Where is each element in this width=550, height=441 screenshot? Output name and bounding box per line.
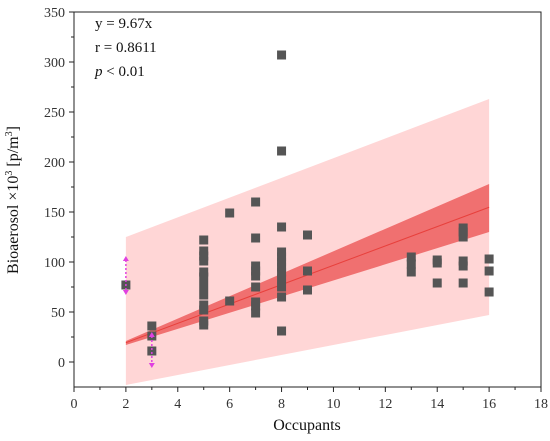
y-axis-title-close: ] — [5, 126, 22, 131]
data-point — [484, 287, 494, 297]
data-point — [277, 146, 287, 156]
data-point — [251, 282, 261, 292]
data-point — [251, 197, 261, 207]
y-tick-label: 50 — [51, 306, 65, 321]
data-point — [432, 278, 442, 288]
x-tick-label: 2 — [122, 397, 129, 412]
x-tick-label: 6 — [226, 397, 233, 412]
y-axis-title: Bioaerosol ×103 [p/m3] — [4, 126, 22, 274]
x-tick-label: 14 — [430, 397, 444, 412]
data-point — [406, 259, 416, 269]
y-tick-label: 200 — [44, 156, 65, 171]
data-point — [277, 292, 287, 302]
data-point — [225, 296, 235, 306]
data-point — [199, 251, 209, 261]
data-point — [432, 258, 442, 268]
data-point — [484, 254, 494, 264]
data-point — [251, 261, 261, 271]
x-tick-label: 4 — [174, 397, 181, 412]
data-point — [458, 278, 468, 288]
data-point — [225, 208, 235, 218]
data-points — [121, 50, 494, 356]
data-point — [277, 282, 287, 292]
data-point — [251, 301, 261, 311]
data-point — [277, 247, 287, 257]
x-tick-label: 0 — [71, 397, 78, 412]
data-point — [199, 305, 209, 315]
correlation-label: r = 0.8611 — [95, 40, 157, 56]
y-tick-label: 300 — [44, 56, 65, 71]
data-point — [199, 267, 209, 277]
data-point — [277, 257, 287, 267]
y-tick-label: 250 — [44, 106, 65, 121]
data-point — [277, 326, 287, 336]
data-point — [277, 252, 287, 262]
y-tick-label: 0 — [58, 356, 65, 371]
y-tick-label: 350 — [44, 6, 65, 21]
data-point — [251, 308, 261, 318]
x-tick-label: 12 — [378, 397, 392, 412]
p-rest: < 0.01 — [103, 64, 145, 80]
x-tick-label: 10 — [326, 397, 340, 412]
data-point — [251, 271, 261, 281]
data-point — [199, 272, 209, 282]
data-point — [199, 300, 209, 310]
data-point — [406, 252, 416, 262]
data-point — [458, 261, 468, 271]
y-tick-label: 100 — [44, 256, 65, 271]
data-point — [199, 290, 209, 300]
p-value-label: p < 0.01 — [94, 64, 145, 80]
data-point — [199, 235, 209, 245]
data-point — [303, 285, 312, 295]
p-symbol: p — [94, 64, 103, 80]
data-point — [277, 267, 287, 277]
data-point — [199, 256, 209, 266]
highlight-arrow — [122, 256, 129, 295]
x-tick-label: 8 — [278, 397, 285, 412]
data-point — [199, 246, 209, 256]
confidence-band — [125, 184, 490, 345]
y-axis-title-main: Bioaerosol ×10 — [5, 176, 22, 274]
y-axis: 0 50 100 150 200 250 300 350 — [44, 6, 74, 371]
data-point — [303, 230, 312, 240]
equation-label: y = 9.67x — [95, 16, 153, 32]
data-point — [199, 320, 209, 330]
data-point — [251, 266, 261, 276]
data-point — [277, 262, 287, 272]
data-point — [251, 233, 261, 243]
x-axis-title: Occupants — [273, 417, 341, 434]
y-axis-title-unit-sup: 3 — [4, 131, 15, 136]
x-tick-label: 16 — [482, 397, 496, 412]
data-point — [303, 266, 312, 276]
data-point — [277, 50, 287, 60]
data-point — [277, 274, 287, 284]
data-point — [458, 232, 468, 242]
data-point — [199, 281, 209, 291]
highlight-arrow — [148, 332, 155, 368]
highlight-arrows — [122, 256, 155, 368]
data-point — [406, 267, 416, 277]
y-axis-title-unit: [p/m — [5, 136, 22, 171]
y-axis-title-sup: 3 — [4, 171, 15, 176]
data-point — [147, 321, 157, 331]
data-point — [147, 346, 157, 356]
data-point — [458, 227, 468, 237]
x-tick-label: 18 — [534, 397, 548, 412]
y-tick-label: 150 — [44, 206, 65, 221]
data-point — [277, 222, 287, 232]
x-axis: 0 2 4 6 8 10 12 14 16 18 — [71, 387, 548, 412]
data-point — [484, 266, 494, 276]
data-point — [458, 256, 468, 266]
